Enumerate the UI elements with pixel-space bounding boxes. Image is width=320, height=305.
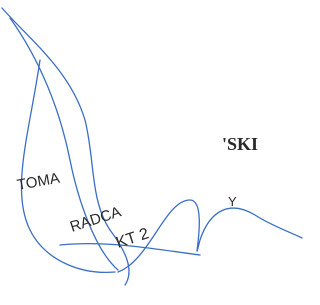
background (0, 0, 307, 305)
stamp-text: Y (228, 194, 237, 209)
signature-image: TOMA 'SKI Y RADCA KT 2 (0, 0, 307, 305)
page: {"stamp": {"name_start": "TOMA", "name_e… (0, 0, 320, 305)
stamp-text: 'SKI (222, 134, 258, 154)
